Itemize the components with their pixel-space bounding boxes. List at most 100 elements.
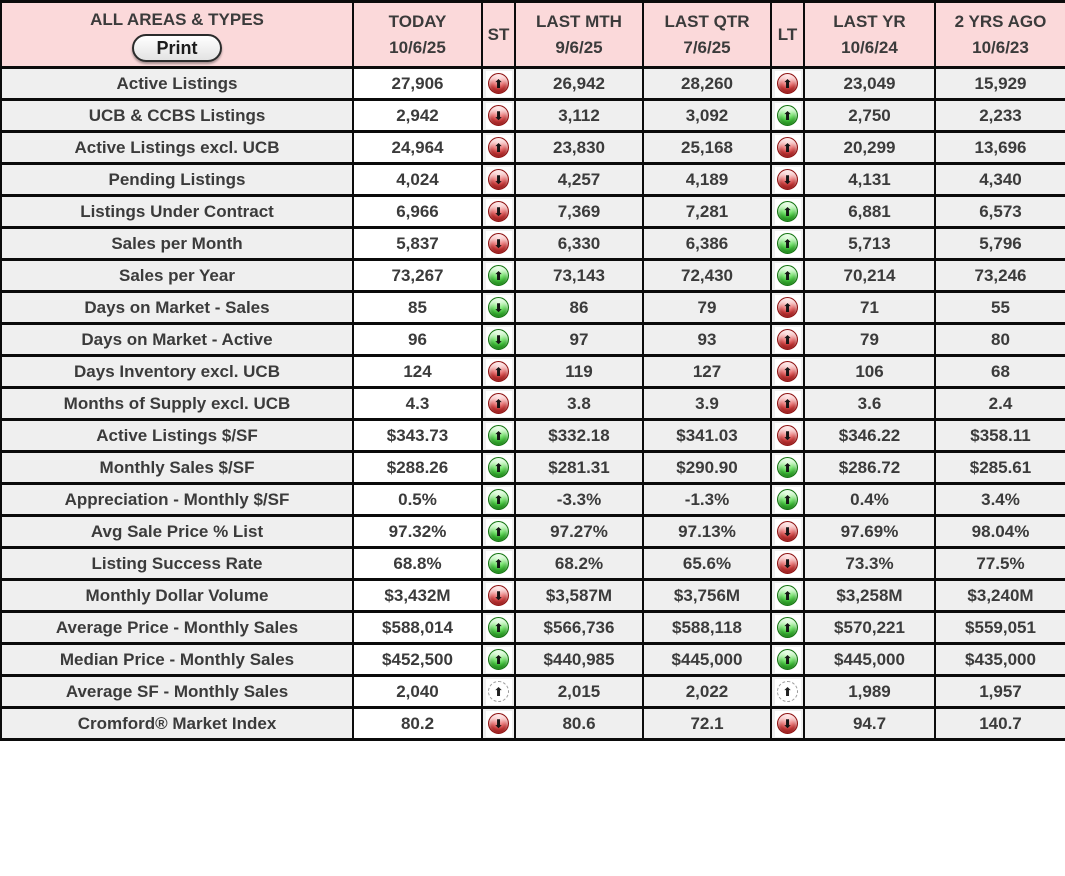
today-value: 124 bbox=[352, 354, 483, 389]
last_yr-value: 106 bbox=[803, 354, 936, 389]
lt-indicator-cell: ⬇ bbox=[770, 162, 805, 197]
table-row: Monthly Dollar Volume $3,432M ⬇ $3,587M $3,7… bbox=[0, 578, 1065, 613]
icon-box: ⬆ bbox=[485, 422, 512, 449]
column-header-2-yrs-ago: 2 YRS AGO 10/6/23 bbox=[934, 0, 1065, 69]
last_mth-value: 86 bbox=[514, 290, 644, 325]
print-button[interactable]: Print bbox=[132, 33, 222, 62]
last_yr-value: 5,713 bbox=[803, 226, 936, 261]
last_qtr-value: 2,022 bbox=[642, 674, 772, 709]
icon-box: ⬆ bbox=[774, 358, 801, 385]
two_yrs_ago-value: 140.7 bbox=[934, 706, 1065, 741]
lt-indicator-cell: ⬆ bbox=[770, 98, 805, 133]
row-label: Sales per Month bbox=[0, 226, 354, 261]
today-value: 2,942 bbox=[352, 98, 483, 133]
trend-up-green-icon: ⬆ bbox=[777, 457, 798, 478]
last_mth-value: $566,736 bbox=[514, 610, 644, 645]
icon-box: ⬇ bbox=[485, 166, 512, 193]
icon-box: ⬆ bbox=[485, 390, 512, 417]
icon-box: ⬆ bbox=[774, 326, 801, 353]
last_mth-value: $332.18 bbox=[514, 418, 644, 453]
last_yr-value: 97.69% bbox=[803, 514, 936, 549]
last_mth-value: 97.27% bbox=[514, 514, 644, 549]
trend-up-green-icon: ⬆ bbox=[777, 265, 798, 286]
st-indicator-cell: ⬆ bbox=[481, 418, 516, 453]
last_qtr-value: $588,118 bbox=[642, 610, 772, 645]
icon-box: ⬇ bbox=[774, 422, 801, 449]
today-value: 73,267 bbox=[352, 258, 483, 293]
table-row: Monthly Sales $/SF $288.26 ⬆ $281.31 $290.90… bbox=[0, 450, 1065, 485]
two_yrs_ago-value: 73,246 bbox=[934, 258, 1065, 293]
two_yrs_ago-value: $435,000 bbox=[934, 642, 1065, 677]
two_yrs_ago-value: 4,340 bbox=[934, 162, 1065, 197]
trend-down-red-icon: ⬇ bbox=[488, 713, 509, 734]
trend-up-red-icon: ⬆ bbox=[777, 73, 798, 94]
st-indicator-cell: ⬇ bbox=[481, 578, 516, 613]
lt-indicator-cell: ⬆ bbox=[770, 66, 805, 101]
row-label: Average SF - Monthly Sales bbox=[0, 674, 354, 709]
icon-box: ⬇ bbox=[485, 102, 512, 129]
trend-up-green-icon: ⬆ bbox=[777, 585, 798, 606]
row-label: Months of Supply excl. UCB bbox=[0, 386, 354, 421]
trend-up-green-icon: ⬆ bbox=[488, 617, 509, 638]
lt-indicator-cell: ⬇ bbox=[770, 514, 805, 549]
trend-up-red-icon: ⬆ bbox=[777, 361, 798, 382]
today-value: $588,014 bbox=[352, 610, 483, 645]
two_yrs_ago-value: 68 bbox=[934, 354, 1065, 389]
st-indicator-cell: ⬇ bbox=[481, 162, 516, 197]
last_qtr-value: 6,386 bbox=[642, 226, 772, 261]
icon-box: ⬇ bbox=[485, 230, 512, 257]
last_qtr-value: 127 bbox=[642, 354, 772, 389]
row-label: Active Listings bbox=[0, 66, 354, 101]
table-row: Months of Supply excl. UCB 4.3 ⬆ 3.8 3.9 ⬆ 3.6… bbox=[0, 386, 1065, 421]
trend-down-red-icon: ⬇ bbox=[488, 105, 509, 126]
lt-indicator-cell: ⬆ bbox=[770, 482, 805, 517]
trend-up-green-icon: ⬆ bbox=[488, 553, 509, 574]
today-value: $3,432M bbox=[352, 578, 483, 613]
market-summary-panel: ALL AREAS & TYPES Print TODAY 10/6/25 ST… bbox=[0, 0, 1065, 741]
table-row: Days Inventory excl. UCB 124 ⬆ 119 127 ⬆ 106 68 bbox=[0, 354, 1065, 389]
last_mth-value: 97 bbox=[514, 322, 644, 357]
icon-box: ⬆ bbox=[485, 550, 512, 577]
last_qtr-value: 28,260 bbox=[642, 66, 772, 101]
row-label: Active Listings excl. UCB bbox=[0, 130, 354, 165]
last_yr-value: 23,049 bbox=[803, 66, 936, 101]
table-row: Median Price - Monthly Sales $452,500 ⬆ $44… bbox=[0, 642, 1065, 677]
icon-box: ⬆ bbox=[485, 678, 512, 705]
today-value: 96 bbox=[352, 322, 483, 357]
table-row: Active Listings 27,906 ⬆ 26,942 28,260 ⬆ 23,04… bbox=[0, 66, 1065, 101]
icon-box: ⬆ bbox=[774, 390, 801, 417]
last_qtr-value: 97.13% bbox=[642, 514, 772, 549]
last_qtr-value: 3.9 bbox=[642, 386, 772, 421]
trend-up-red-icon: ⬆ bbox=[488, 137, 509, 158]
icon-box: ⬆ bbox=[774, 134, 801, 161]
table-row: Average SF - Monthly Sales 2,040 ⬆ 2,015 2,0… bbox=[0, 674, 1065, 709]
trend-up-red-icon: ⬆ bbox=[488, 73, 509, 94]
last_yr-value: $3,258M bbox=[803, 578, 936, 613]
last_yr-value: 20,299 bbox=[803, 130, 936, 165]
last_mth-value: 119 bbox=[514, 354, 644, 389]
column-date-today: 10/6/25 bbox=[389, 37, 446, 57]
last_yr-value: 79 bbox=[803, 322, 936, 357]
lt-indicator-cell: ⬇ bbox=[770, 706, 805, 741]
icon-box: ⬆ bbox=[774, 614, 801, 641]
last_mth-value: 23,830 bbox=[514, 130, 644, 165]
st-indicator-cell: ⬆ bbox=[481, 450, 516, 485]
today-value: 24,964 bbox=[352, 130, 483, 165]
last_qtr-value: 3,092 bbox=[642, 98, 772, 133]
trend-down-green-icon: ⬇ bbox=[488, 297, 509, 318]
last_qtr-value: $341.03 bbox=[642, 418, 772, 453]
table-title: ALL AREAS & TYPES bbox=[90, 9, 264, 29]
table-row: Pending Listings 4,024 ⬇ 4,257 4,189 ⬇ 4,131 4,… bbox=[0, 162, 1065, 197]
trend-down-red-icon: ⬇ bbox=[777, 521, 798, 542]
last_yr-value: $570,221 bbox=[803, 610, 936, 645]
last_mth-value: 26,942 bbox=[514, 66, 644, 101]
row-label: Avg Sale Price % List bbox=[0, 514, 354, 549]
table-row: Sales per Month 5,837 ⬇ 6,330 6,386 ⬆ 5,713 5,7… bbox=[0, 226, 1065, 261]
trend-up-green-icon: ⬆ bbox=[488, 649, 509, 670]
row-label: Pending Listings bbox=[0, 162, 354, 197]
last_mth-value: 2,015 bbox=[514, 674, 644, 709]
table-row: Listings Under Contract 6,966 ⬇ 7,369 7,281 ⬆… bbox=[0, 194, 1065, 229]
today-value: 97.32% bbox=[352, 514, 483, 549]
two_yrs_ago-value: 98.04% bbox=[934, 514, 1065, 549]
row-label: Listing Success Rate bbox=[0, 546, 354, 581]
